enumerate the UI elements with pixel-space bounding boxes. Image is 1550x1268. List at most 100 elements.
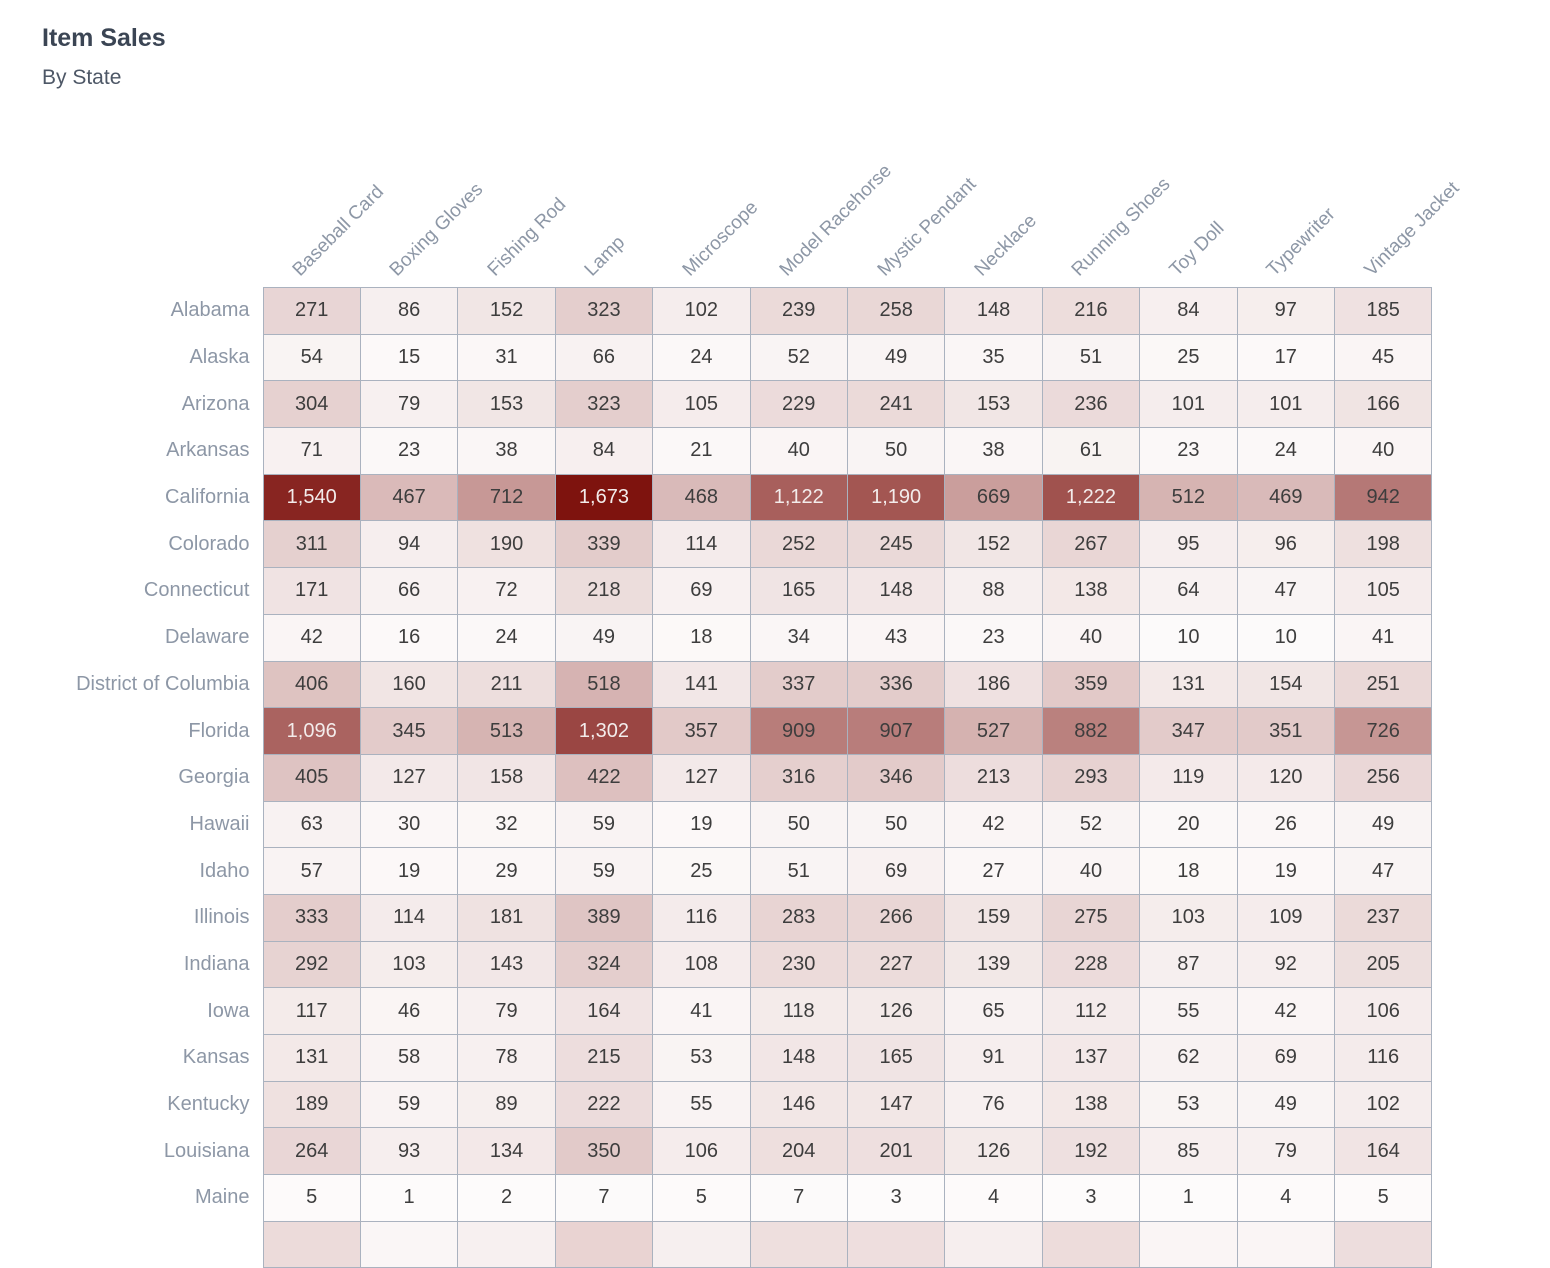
heatmap-cell[interactable]: 164 bbox=[1333, 1127, 1433, 1176]
heatmap-cell[interactable]: 50 bbox=[749, 800, 848, 849]
heatmap-cell[interactable]: 101 bbox=[1236, 380, 1335, 429]
heatmap-cell[interactable]: 241 bbox=[846, 380, 946, 429]
heatmap-cell[interactable]: 271 bbox=[262, 287, 361, 335]
heatmap-cell[interactable]: 131 bbox=[262, 1034, 361, 1082]
heatmap-cell[interactable]: 47 bbox=[1333, 847, 1433, 895]
heatmap-cell[interactable]: 229 bbox=[749, 380, 848, 429]
heatmap-cell[interactable]: 88 bbox=[944, 567, 1043, 615]
heatmap-cell[interactable]: 126 bbox=[944, 1127, 1043, 1176]
heatmap-cell[interactable]: 158 bbox=[457, 753, 556, 802]
heatmap-cell[interactable]: 201 bbox=[846, 1127, 946, 1176]
heatmap-cell[interactable]: 148 bbox=[944, 287, 1043, 335]
heatmap-cell[interactable]: 216 bbox=[1041, 287, 1141, 335]
heatmap-cell[interactable]: 359 bbox=[1041, 660, 1141, 709]
heatmap-cell[interactable]: 204 bbox=[749, 1127, 848, 1176]
heatmap-cell[interactable]: 78 bbox=[457, 1034, 556, 1082]
heatmap-cell[interactable]: 258 bbox=[846, 287, 946, 335]
heatmap-cell[interactable]: 351 bbox=[1236, 707, 1335, 755]
heatmap-cell[interactable]: 181 bbox=[457, 893, 556, 942]
heatmap-cell[interactable]: 138 bbox=[1041, 567, 1141, 615]
heatmap-cell[interactable]: 304 bbox=[262, 380, 361, 429]
heatmap-cell[interactable]: 518 bbox=[554, 660, 654, 709]
heatmap-cell[interactable]: 108 bbox=[652, 940, 751, 989]
heatmap-cell[interactable]: 19 bbox=[1236, 847, 1335, 895]
heatmap-cell[interactable]: 467 bbox=[359, 473, 459, 522]
heatmap-cell[interactable]: 712 bbox=[457, 473, 556, 522]
heatmap-cell[interactable]: 57 bbox=[262, 847, 361, 895]
heatmap-cell[interactable]: 147 bbox=[846, 1080, 946, 1129]
heatmap-cell[interactable]: 469 bbox=[1236, 473, 1335, 522]
heatmap-cell[interactable]: 468 bbox=[652, 473, 751, 522]
heatmap-cell[interactable]: 93 bbox=[359, 1127, 459, 1176]
heatmap-cell[interactable]: 251 bbox=[1333, 660, 1433, 709]
heatmap-cell[interactable]: 228 bbox=[1041, 940, 1141, 989]
heatmap-cell[interactable]: 79 bbox=[1236, 1127, 1335, 1176]
heatmap-cell[interactable]: 58 bbox=[359, 1034, 459, 1082]
heatmap-cell[interactable]: 85 bbox=[1139, 1127, 1238, 1176]
heatmap-cell[interactable]: 137 bbox=[1041, 1034, 1141, 1082]
heatmap-cell[interactable]: 148 bbox=[749, 1034, 848, 1082]
heatmap-cell[interactable]: 942 bbox=[1333, 473, 1433, 522]
heatmap-cell[interactable]: 882 bbox=[1041, 707, 1141, 755]
heatmap-cell[interactable]: 5 bbox=[262, 1174, 361, 1222]
heatmap-cell[interactable]: 79 bbox=[359, 380, 459, 429]
heatmap-cell[interactable]: 164 bbox=[554, 987, 654, 1035]
heatmap-cell[interactable]: 51 bbox=[749, 847, 848, 895]
heatmap-cell[interactable]: 117 bbox=[262, 987, 361, 1035]
heatmap-cell[interactable]: 186 bbox=[944, 660, 1043, 709]
heatmap-cell[interactable]: 357 bbox=[652, 707, 751, 755]
heatmap-cell[interactable]: 4 bbox=[944, 1174, 1043, 1222]
heatmap-cell[interactable]: 106 bbox=[652, 1127, 751, 1176]
heatmap-cell[interactable]: 18 bbox=[652, 613, 751, 662]
heatmap-cell[interactable]: 24 bbox=[652, 333, 751, 382]
heatmap-cell[interactable]: 105 bbox=[1333, 567, 1433, 615]
heatmap-cell[interactable]: 62 bbox=[1139, 1034, 1238, 1082]
heatmap-cell[interactable]: 79 bbox=[457, 987, 556, 1035]
heatmap-cell[interactable]: 63 bbox=[262, 800, 361, 849]
heatmap-cell[interactable]: 69 bbox=[1236, 1034, 1335, 1082]
heatmap-cell[interactable]: 38 bbox=[944, 427, 1043, 475]
heatmap-cell[interactable]: 527 bbox=[944, 707, 1043, 755]
heatmap-cell[interactable]: 47 bbox=[1236, 567, 1335, 615]
heatmap-cell[interactable]: 185 bbox=[1333, 287, 1433, 335]
heatmap-cell[interactable]: 94 bbox=[359, 520, 459, 569]
heatmap-cell[interactable]: 40 bbox=[1041, 613, 1141, 662]
heatmap-cell[interactable]: 2 bbox=[457, 1174, 556, 1222]
heatmap-cell[interactable]: 23 bbox=[359, 427, 459, 475]
heatmap-cell[interactable]: 24 bbox=[457, 613, 556, 662]
heatmap-cell[interactable]: 275 bbox=[1041, 893, 1141, 942]
heatmap-cell[interactable]: 66 bbox=[554, 333, 654, 382]
heatmap-cell[interactable]: 339 bbox=[554, 520, 654, 569]
heatmap-cell[interactable]: 227 bbox=[846, 940, 946, 989]
heatmap-cell[interactable]: 119 bbox=[1139, 753, 1238, 802]
heatmap-cell[interactable]: 134 bbox=[457, 1127, 556, 1176]
heatmap-cell[interactable] bbox=[262, 1220, 361, 1268]
heatmap-cell[interactable]: 34 bbox=[749, 613, 848, 662]
heatmap-cell[interactable]: 55 bbox=[1139, 987, 1238, 1035]
heatmap-cell[interactable]: 20 bbox=[1139, 800, 1238, 849]
heatmap-cell[interactable]: 1,673 bbox=[554, 473, 654, 522]
heatmap-cell[interactable]: 127 bbox=[359, 753, 459, 802]
heatmap-cell[interactable]: 105 bbox=[652, 380, 751, 429]
heatmap-cell[interactable]: 30 bbox=[359, 800, 459, 849]
heatmap-cell[interactable]: 69 bbox=[652, 567, 751, 615]
heatmap-cell[interactable]: 43 bbox=[846, 613, 946, 662]
heatmap-cell[interactable]: 52 bbox=[749, 333, 848, 382]
heatmap-cell[interactable]: 116 bbox=[1333, 1034, 1433, 1082]
heatmap-cell[interactable]: 66 bbox=[359, 567, 459, 615]
heatmap-cell[interactable]: 154 bbox=[1236, 660, 1335, 709]
heatmap-cell[interactable] bbox=[652, 1220, 751, 1268]
heatmap-cell[interactable]: 15 bbox=[359, 333, 459, 382]
heatmap-cell[interactable]: 103 bbox=[359, 940, 459, 989]
heatmap-cell[interactable]: 61 bbox=[1041, 427, 1141, 475]
heatmap-cell[interactable]: 336 bbox=[846, 660, 946, 709]
heatmap-cell[interactable]: 92 bbox=[1236, 940, 1335, 989]
heatmap-cell[interactable]: 3 bbox=[846, 1174, 946, 1222]
heatmap-cell[interactable]: 53 bbox=[652, 1034, 751, 1082]
heatmap-cell[interactable]: 19 bbox=[359, 847, 459, 895]
heatmap-cell[interactable]: 138 bbox=[1041, 1080, 1141, 1129]
heatmap-cell[interactable]: 72 bbox=[457, 567, 556, 615]
heatmap-cell[interactable]: 31 bbox=[457, 333, 556, 382]
heatmap-cell[interactable]: 165 bbox=[749, 567, 848, 615]
heatmap-cell[interactable]: 7 bbox=[554, 1174, 654, 1222]
